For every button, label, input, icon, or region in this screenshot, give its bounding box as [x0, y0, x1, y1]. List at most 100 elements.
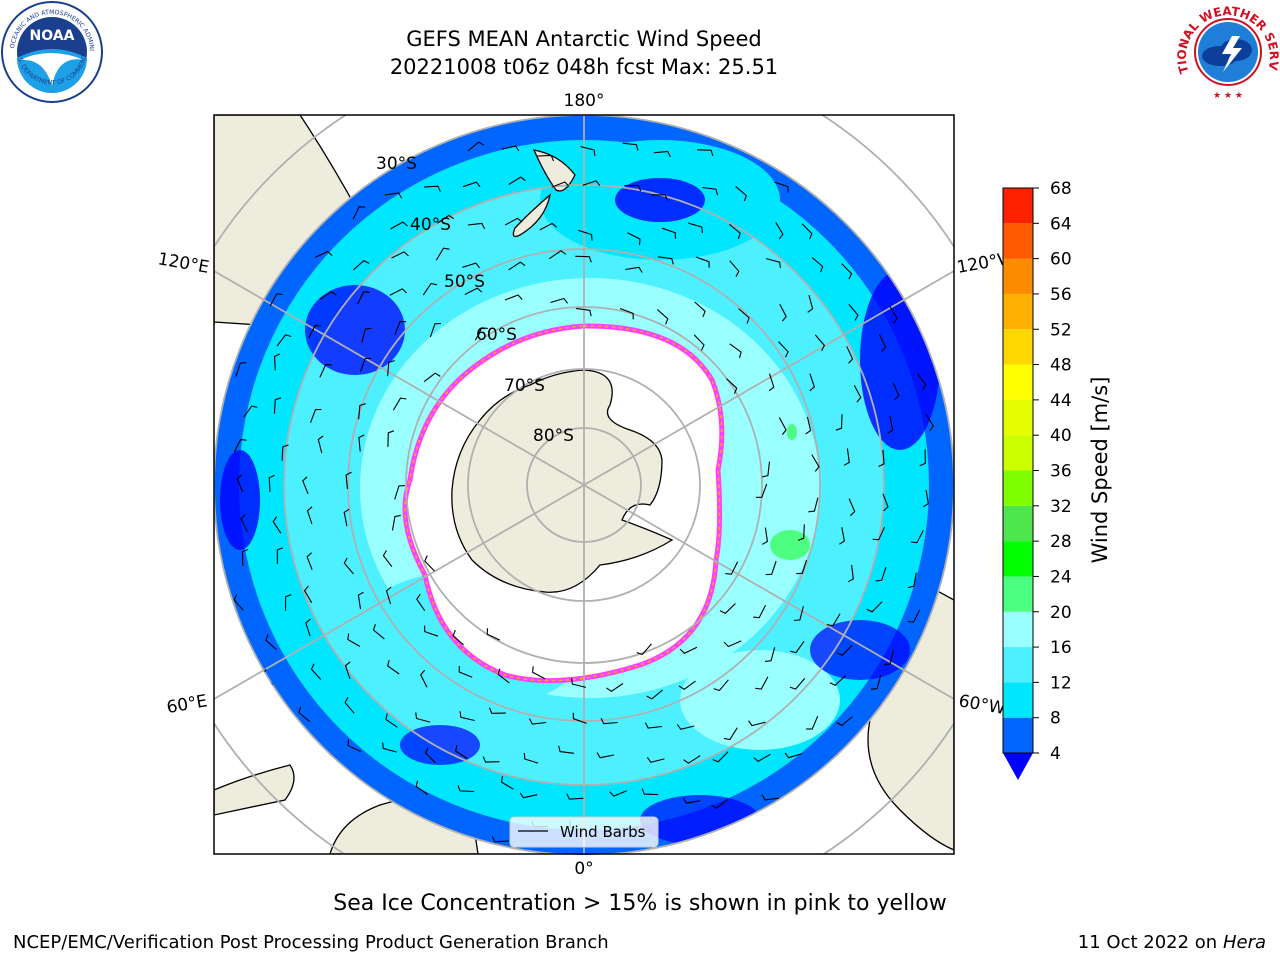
wind-barb: [878, 334, 887, 352]
lat-label-40s: 40°S: [410, 215, 451, 235]
wind-barb: [766, 258, 781, 269]
wind-barb: [357, 291, 370, 305]
wind-barb: [729, 223, 741, 240]
colorbar-tick-label: 56: [1050, 285, 1072, 305]
wind-barb: [276, 547, 284, 565]
wind-barb: [753, 604, 766, 619]
wind-barb: [500, 776, 514, 790]
wind-barb: [846, 346, 854, 364]
wind-barb: [726, 378, 738, 394]
wind-barb: [882, 493, 889, 512]
wind-barb: [272, 516, 282, 534]
wind-barb: [572, 712, 587, 724]
wind-barb: [801, 223, 813, 240]
wind-barb: [808, 497, 819, 513]
wind-barb: [305, 618, 311, 637]
wind-barb: [508, 176, 526, 185]
wind-barb: [848, 498, 856, 517]
lon-label-60e: 60°E: [165, 691, 209, 718]
wind-barb: [387, 430, 395, 447]
wind-barb: [619, 307, 634, 320]
wind-barb: [919, 449, 926, 467]
colorbar-block: [1003, 470, 1033, 506]
new-zealand: [512, 149, 576, 238]
wind-barb: [537, 154, 555, 162]
wind-barb: [723, 727, 738, 741]
wind-barb: [847, 565, 854, 583]
wind-barb: [385, 586, 392, 605]
chart-title: GEFS MEAN Antarctic Wind Speed: [406, 27, 762, 51]
wind-barb: [319, 364, 332, 378]
wind-barb: [805, 416, 812, 435]
wind-barb: [344, 697, 355, 714]
colorbar-tick-label: 68: [1050, 179, 1072, 199]
chart-subtitle: 20221008 t06z 048h fcst Max: 25.51: [389, 55, 779, 79]
colorbar-block: [1003, 576, 1033, 612]
wind-barb: [488, 707, 506, 714]
wind-barb: [551, 181, 570, 188]
wind-barb: [359, 357, 372, 372]
wind-barb: [269, 293, 283, 307]
colorbar-tick-label: 36: [1050, 462, 1072, 482]
wind-barb: [582, 180, 601, 186]
lat-label-80s: 80°S: [533, 426, 574, 446]
wind-barb: [711, 799, 728, 809]
noaa-logo: NOAA NATIONAL OCEANIC AND ATMOSPHERIC AD…: [0, 0, 103, 103]
lat-label-30s: 30°S: [376, 154, 417, 174]
wind-barb: [306, 552, 313, 570]
colorbar-tick-label: 32: [1050, 497, 1072, 517]
wind-barb: [314, 250, 333, 258]
wind-barb: [719, 603, 736, 614]
wind-barb: [233, 439, 247, 453]
wind-barb: [558, 745, 575, 754]
wind-barb: [424, 747, 436, 764]
wind-barb: [508, 261, 526, 271]
wind-barb: [467, 222, 486, 229]
wind-barb: [814, 334, 826, 352]
wind-barb: [385, 713, 398, 728]
map-frame: [213, 114, 955, 855]
wind-barb: [243, 405, 258, 418]
wind-barb: [357, 591, 364, 610]
lon-label-180: 180°: [564, 91, 605, 111]
wind-barb: [390, 221, 408, 230]
wind-barb: [303, 585, 313, 604]
colorbar-block: [1003, 717, 1033, 753]
wind-barb: [609, 790, 627, 797]
wind-barb: [240, 514, 248, 532]
colorbar-block: [1003, 647, 1033, 683]
colorbar-block: [1003, 223, 1033, 259]
wind-barb: [835, 414, 843, 431]
wind-barbs: [233, 141, 934, 843]
wind-barb: [871, 674, 882, 690]
wind-barb: [712, 751, 729, 763]
colorbar-tick-label: 24: [1050, 567, 1072, 587]
wind-barb: [233, 594, 244, 611]
wind-barb: [606, 683, 624, 692]
wind-barb: [778, 417, 787, 435]
wind-barb: [358, 403, 366, 420]
wind-barb: [462, 181, 481, 188]
colorbar-block: [1003, 293, 1033, 330]
wind-barb: [578, 229, 593, 241]
wind-barb: [646, 689, 663, 700]
wind-barb: [807, 295, 814, 313]
wind-barb: [765, 560, 777, 576]
wind-barb: [504, 294, 523, 301]
colorbar-block: [1003, 541, 1033, 577]
wind-barb: [761, 794, 779, 801]
wind-barb: [696, 149, 714, 157]
wind-barb: [319, 291, 337, 300]
wind-barb: [793, 606, 804, 622]
wind-barb: [352, 260, 370, 271]
wind-barb: [306, 506, 313, 525]
wind-barb: [384, 192, 403, 199]
wind-barb: [657, 256, 674, 265]
wind-barb: [391, 251, 409, 259]
wind-barb: [796, 559, 808, 575]
wind-barb: [302, 476, 309, 495]
wind-barb: [790, 640, 805, 654]
wind-barb: [843, 448, 850, 466]
colorbar-block: [1003, 399, 1033, 436]
wind-barb: [764, 647, 776, 662]
